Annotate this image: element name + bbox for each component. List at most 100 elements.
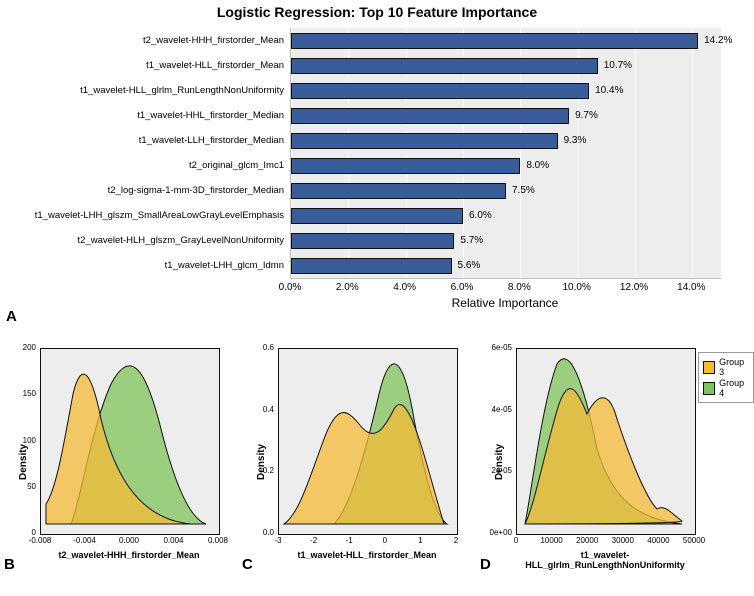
- panel-d-svg: [517, 349, 695, 534]
- xtick: 0: [383, 536, 387, 545]
- bar: [291, 258, 452, 274]
- panel-c-svg: [279, 349, 457, 534]
- bar: [291, 183, 506, 199]
- panel-d-plot: [516, 348, 696, 535]
- bar-xtick: 14.0%: [677, 282, 705, 293]
- bar-ylabel: t1_wavelet-LLH_firstorder_Median: [4, 135, 284, 146]
- ytick: 0.0: [238, 528, 274, 537]
- legend-swatch: [703, 361, 715, 374]
- bar-gridline: [692, 28, 693, 278]
- panel-b-ylabel: Density: [18, 444, 29, 480]
- xtick: 30000: [612, 536, 634, 545]
- bar-value-label: 14.2%: [704, 35, 732, 46]
- ytick: 0.4: [238, 405, 274, 414]
- bar-ylabel: t2_original_glcm_Imc1: [4, 160, 284, 171]
- ytick: 0.6: [238, 343, 274, 352]
- bar-xtick: 12.0%: [620, 282, 648, 293]
- bar-xtick: 2.0%: [336, 282, 359, 293]
- bar-ylabel: t1_wavelet-HLL_glrlm_RunLengthNonUniform…: [4, 85, 284, 96]
- ytick: 2e-05: [476, 466, 512, 475]
- bar-ylabel: t1_wavelet-LHH_glszm_SmallAreaLowGrayLev…: [4, 210, 284, 221]
- xtick: -3: [274, 536, 281, 545]
- panel-c: C Density t1_wavelet-HLL_firstorder_Mean…: [238, 340, 468, 590]
- bar-value-label: 10.7%: [604, 60, 632, 71]
- bar-chart-title: Logistic Regression: Top 10 Feature Impo…: [0, 4, 754, 20]
- ytick: 0e+00: [476, 528, 512, 537]
- bar-value-label: 9.3%: [564, 135, 587, 146]
- bar-value-label: 10.4%: [595, 85, 623, 96]
- panel-label-a: A: [6, 308, 17, 325]
- xtick: 50000: [683, 536, 705, 545]
- bar-xtick: 8.0%: [508, 282, 531, 293]
- panel-c-plot: [278, 348, 458, 535]
- ytick: 4e-05: [476, 405, 512, 414]
- panel-label-c: C: [242, 556, 253, 573]
- bar-xtick: 0.0%: [279, 282, 302, 293]
- xtick: 0.004: [163, 536, 183, 545]
- bar-value-label: 8.0%: [526, 160, 549, 171]
- xtick: -0.008: [29, 536, 52, 545]
- bar-gridline: [635, 28, 636, 278]
- xtick: 0.008: [208, 536, 228, 545]
- bar-value-label: 6.0%: [469, 210, 492, 221]
- bar: [291, 58, 598, 74]
- bar-value-label: 5.6%: [458, 260, 481, 271]
- legend: Group 3Group 4: [698, 352, 754, 403]
- ytick: 0: [0, 528, 36, 537]
- bar: [291, 83, 589, 99]
- ytick: 150: [0, 389, 36, 398]
- ytick: 50: [0, 482, 36, 491]
- bar: [291, 158, 520, 174]
- xtick: 2: [454, 536, 458, 545]
- legend-item: Group 4: [703, 378, 749, 398]
- bar-ylabel: t1_wavelet-HLL_firstorder_Mean: [4, 60, 284, 71]
- panel-b-svg: [41, 349, 219, 534]
- xtick: -2: [310, 536, 317, 545]
- bar: [291, 133, 558, 149]
- panel-b: B Density t2_wavelet-HHH_firstorder_Mean…: [0, 340, 230, 590]
- ytick: 0.2: [238, 466, 274, 475]
- xtick: 0: [514, 536, 518, 545]
- panel-label-d: D: [480, 556, 491, 573]
- bar: [291, 108, 569, 124]
- bar-ylabel: t2_wavelet-HHH_firstorder_Mean: [4, 35, 284, 46]
- xtick: 20000: [576, 536, 598, 545]
- bar: [291, 233, 454, 249]
- panel-c-xlabel: t1_wavelet-HLL_firstorder_Mean: [278, 550, 456, 560]
- legend-item: Group 3: [703, 357, 749, 377]
- bar-xtick: 4.0%: [393, 282, 416, 293]
- xtick: 10000: [540, 536, 562, 545]
- bar-chart-plot-area: 14.2%10.7%10.4%9.7%9.3%8.0%7.5%6.0%5.7%5…: [290, 28, 721, 279]
- panel-d: D Density t1_wavelet-HLL_glrlm_RunLength…: [476, 340, 754, 590]
- bar-ylabel: t2_log-sigma-1-mm-3D_firstorder_Median: [4, 185, 284, 196]
- legend-label: Group 3: [719, 357, 749, 377]
- xtick: 1: [418, 536, 422, 545]
- panel-label-b: B: [4, 556, 15, 573]
- legend-swatch: [703, 382, 715, 395]
- density-curve: [284, 405, 444, 524]
- legend-label: Group 4: [719, 378, 749, 398]
- bar-chart-xlabel: Relative Importance: [290, 296, 720, 310]
- ytick: 200: [0, 343, 36, 352]
- page: Logistic Regression: Top 10 Feature Impo…: [0, 0, 754, 596]
- xtick: 0.000: [119, 536, 139, 545]
- bar-ylabel: t2_wavelet-HLH_glszm_GrayLevelNonUniform…: [4, 235, 284, 246]
- panel-d-xlabel: t1_wavelet-HLL_glrlm_RunLengthNonUniform…: [516, 550, 694, 570]
- panel-b-xlabel: t2_wavelet-HHH_firstorder_Mean: [40, 550, 218, 560]
- ytick: 6e-05: [476, 343, 512, 352]
- xtick: 40000: [647, 536, 669, 545]
- bottom-row: B Density t2_wavelet-HHH_firstorder_Mean…: [0, 340, 754, 590]
- panel-b-plot: [40, 348, 220, 535]
- panel-a: Logistic Regression: Top 10 Feature Impo…: [0, 0, 754, 330]
- bar-xtick: 6.0%: [451, 282, 474, 293]
- bar-value-label: 7.5%: [512, 185, 535, 196]
- bar: [291, 208, 463, 224]
- bar-value-label: 9.7%: [575, 110, 598, 121]
- xtick: -0.004: [73, 536, 96, 545]
- bar-xtick: 10.0%: [562, 282, 590, 293]
- bar-ylabel: t1_wavelet-LHH_glcm_Idmn: [4, 260, 284, 271]
- bar-ylabel: t1_wavelet-HHL_firstorder_Median: [4, 110, 284, 121]
- ytick: 100: [0, 436, 36, 445]
- bar-value-label: 5.7%: [460, 235, 483, 246]
- bar: [291, 33, 698, 49]
